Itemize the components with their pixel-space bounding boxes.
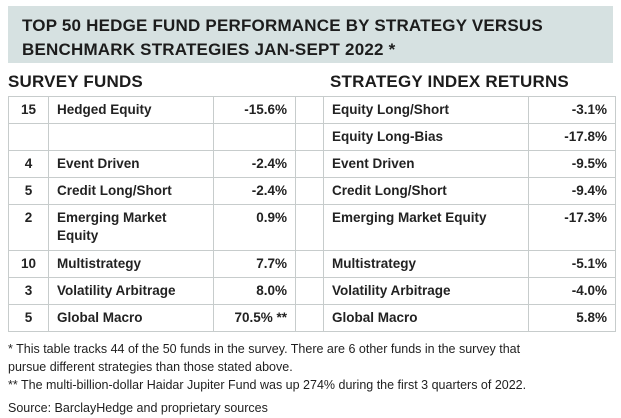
spacer-cell: [295, 250, 324, 278]
fund-name-cell: Credit Long/Short: [48, 177, 214, 205]
index-return-cell: -3.1%: [528, 96, 616, 124]
footnote-2: ** The multi-billion-dollar Haidar Jupit…: [8, 378, 527, 392]
fund-name-cell: Event Driven: [48, 150, 214, 178]
index-name-cell: Equity Long-Bias: [323, 123, 529, 151]
fund-name-cell: Global Macro: [48, 304, 214, 332]
fund-count-cell: 5: [8, 304, 49, 332]
index-return-cell: -9.5%: [528, 150, 616, 178]
index-name-cell: Emerging Market Equity: [323, 204, 529, 251]
table-row: 3 Volatility Arbitrage 8.0% Volatility Arbi…: [8, 277, 616, 305]
performance-table: 15 Hedged Equity -15.6% Equity Long/Short -3…: [8, 96, 616, 332]
table-row: 2 Emerging Market Equity 0.9% Emerging Mark…: [8, 204, 616, 251]
fund-name-cell: Emerging Market Equity: [48, 204, 214, 251]
fund-count-cell: [8, 123, 49, 151]
fund-return-cell: -2.4%: [213, 177, 296, 205]
title-line-1: TOP 50 HEDGE FUND PERFORMANCE BY STRATEG…: [22, 16, 543, 35]
section-header-survey-funds: SURVEY FUNDS: [8, 72, 143, 91]
index-return-cell: -17.8%: [528, 123, 616, 151]
index-return-cell: 5.8%: [528, 304, 616, 332]
spacer-cell: [295, 204, 324, 251]
fund-count-cell: 3: [8, 277, 49, 305]
index-return-cell: -5.1%: [528, 250, 616, 278]
fund-return-cell: 8.0%: [213, 277, 296, 305]
fund-count-cell: 10: [8, 250, 49, 278]
footnote-1: * This table tracks 44 of the 50 funds i…: [8, 342, 521, 374]
fund-name-cell: Volatility Arbitrage: [48, 277, 214, 305]
spacer-cell: [295, 177, 324, 205]
index-name-cell: Global Macro: [323, 304, 529, 332]
source-line: Source: BarclayHedge and proprietary sou…: [8, 401, 268, 415]
title-line-2: BENCHMARK STRATEGIES JAN-SEPT 2022 *: [22, 40, 396, 59]
index-return-cell: -9.4%: [528, 177, 616, 205]
fund-return-cell: 7.7%: [213, 250, 296, 278]
table-row: 15 Hedged Equity -15.6% Equity Long/Short -3…: [8, 96, 616, 124]
index-name-cell: Equity Long/Short: [323, 96, 529, 124]
index-name-cell: Event Driven: [323, 150, 529, 178]
index-return-cell: -4.0%: [528, 277, 616, 305]
index-return-cell: -17.3%: [528, 204, 616, 251]
spacer-cell: [295, 277, 324, 305]
spacer-cell: [295, 96, 324, 124]
index-name-cell: Multistrategy: [323, 250, 529, 278]
fund-return-cell: 0.9%: [213, 204, 296, 251]
index-name-cell: Credit Long/Short: [323, 177, 529, 205]
fund-count-cell: 5: [8, 177, 49, 205]
title-banner: TOP 50 HEDGE FUND PERFORMANCE BY STRATEG…: [8, 6, 613, 63]
table-row: Equity Long-Bias -17.8%: [8, 123, 616, 151]
table-row: 5 Credit Long/Short -2.4% Credit Long/Short…: [8, 177, 616, 205]
spacer-cell: [295, 150, 324, 178]
fund-name-cell: Multistrategy: [48, 250, 214, 278]
fund-count-cell: 4: [8, 150, 49, 178]
table-body: 15 Hedged Equity -15.6% Equity Long/Short -3…: [8, 96, 616, 332]
fund-return-cell: -2.4%: [213, 150, 296, 178]
fund-return-cell: [213, 123, 296, 151]
table-row: 4 Event Driven -2.4% Event Driven -9.5%: [8, 150, 616, 178]
fund-name-cell: Hedged Equity: [48, 96, 214, 124]
table-row: 5 Global Macro 70.5% ** Global Macro 5.8%: [8, 304, 616, 332]
index-name-cell: Volatility Arbitrage: [323, 277, 529, 305]
section-header-strategy-index-returns: STRATEGY INDEX RETURNS: [330, 72, 569, 91]
fund-count-cell: 15: [8, 96, 49, 124]
fund-name-cell: [48, 123, 214, 151]
fund-return-cell: -15.6%: [213, 96, 296, 124]
spacer-cell: [295, 123, 324, 151]
fund-count-cell: 2: [8, 204, 49, 251]
fund-return-cell: 70.5% **: [213, 304, 296, 332]
table-row: 10 Multistrategy 7.7% Multistrategy -5.1%: [8, 250, 616, 278]
spacer-cell: [295, 304, 324, 332]
